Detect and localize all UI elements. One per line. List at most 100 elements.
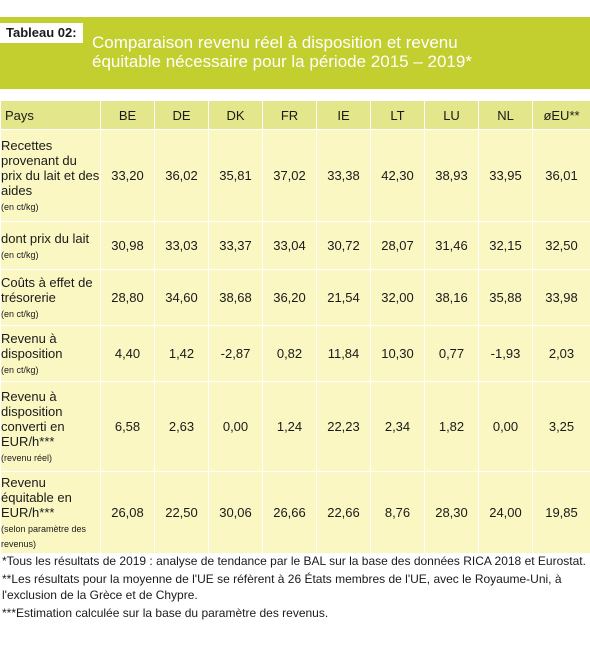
table-row: dont prix du lait (en ct/kg) 30,98 33,03…	[0, 221, 590, 270]
cell-value: 30,98	[100, 221, 155, 270]
row-label: Recettes provenant du prix du lait et de…	[0, 129, 101, 222]
row-unit: (en ct/kg)	[1, 249, 39, 260]
cell-value: 0,00	[208, 381, 263, 472]
header-ie: IE	[316, 100, 371, 130]
cell-value: 2,63	[154, 381, 209, 472]
cell-value: 32,15	[478, 221, 533, 270]
cell-value: 36,20	[262, 269, 317, 326]
row-unit: (en ct/kg)	[1, 365, 39, 375]
header-dk: DK	[208, 100, 263, 130]
cell-value: 37,02	[262, 129, 317, 222]
cell-value: 26,08	[100, 471, 155, 554]
cell-value: 4,40	[100, 325, 155, 382]
cell-value: 0,00	[478, 381, 533, 472]
row-unit: (en ct/kg)	[1, 202, 39, 212]
header-lt: LT	[370, 100, 425, 130]
cell-value: 33,37	[208, 221, 263, 270]
cell-value: 30,06	[208, 471, 263, 554]
cell-value: 28,07	[370, 221, 425, 270]
table-row: Revenu à disposition converti en EUR/h**…	[0, 381, 590, 472]
cell-value: 35,88	[478, 269, 533, 326]
cell-value: 28,80	[100, 269, 155, 326]
cell-value: 32,00	[370, 269, 425, 326]
cell-value: 36,02	[154, 129, 209, 222]
cell-value: 2,34	[370, 381, 425, 472]
table-row: Coûts à effet de trésorerie (en ct/kg) 28…	[0, 269, 590, 326]
cell-value: 34,60	[154, 269, 209, 326]
row-label: Coûts à effet de trésorerie (en ct/kg)	[0, 269, 101, 326]
cell-value: 33,20	[100, 129, 155, 222]
row-label-text: dont prix du lait	[1, 230, 90, 246]
cell-value: 22,66	[316, 471, 371, 554]
row-unit: (selon paramètre des revenus)	[1, 524, 87, 549]
cell-value: 33,95	[478, 129, 533, 222]
cell-value: 10,30	[370, 325, 425, 382]
cell-value: 28,30	[424, 471, 479, 554]
table-title: Comparaison revenu réel à disposition et…	[92, 33, 582, 71]
comparison-table: Pays BE DE DK FR IE LT LU NL øEU** Recet…	[0, 100, 590, 554]
table-number-label: Tableau 02:	[0, 23, 83, 43]
row-label-text: Revenu à disposition converti en EUR/h**…	[1, 389, 65, 449]
cell-value: 32,50	[532, 221, 590, 270]
row-label: Revenu à disposition converti en EUR/h**…	[0, 381, 101, 472]
cell-value: 22,50	[154, 471, 209, 554]
cell-value: 38,93	[424, 129, 479, 222]
header-pays: Pays	[0, 100, 101, 130]
header-row: Pays BE DE DK FR IE LT LU NL øEU**	[0, 100, 590, 130]
row-label-text: Revenu équitable en EUR/h***	[1, 475, 72, 520]
row-label-text: Coûts à effet de trésorerie	[1, 275, 93, 305]
cell-value: -1,93	[478, 325, 533, 382]
cell-value: 33,04	[262, 221, 317, 270]
cell-value: 1,82	[424, 381, 479, 472]
row-label: Revenu équitable en EUR/h*** (selon param…	[0, 471, 101, 554]
cell-value: 30,72	[316, 221, 371, 270]
header-nl: NL	[478, 100, 533, 130]
cell-value: 22,23	[316, 381, 371, 472]
cell-value: 42,30	[370, 129, 425, 222]
row-label: Revenu à disposition (en ct/kg)	[0, 325, 101, 382]
cell-value: -2,87	[208, 325, 263, 382]
cell-value: 11,84	[316, 325, 371, 382]
cell-value: 26,66	[262, 471, 317, 554]
footnotes: *Tous les résultats de 2019 : analyse de…	[2, 553, 588, 623]
table-row: Revenu à disposition (en ct/kg) 4,40 1,42…	[0, 325, 590, 382]
cell-value: 38,68	[208, 269, 263, 326]
title-line-2: équitable nécessaire pour la période 201…	[92, 52, 472, 71]
cell-value: 33,38	[316, 129, 371, 222]
cell-value: 38,16	[424, 269, 479, 326]
cell-value: 21,54	[316, 269, 371, 326]
row-label-text: Recettes provenant du prix du lait et de…	[1, 138, 100, 198]
cell-value: 24,00	[478, 471, 533, 554]
footnote: *Tous les résultats de 2019 : analyse de…	[2, 554, 586, 568]
row-label: dont prix du lait (en ct/kg)	[0, 221, 101, 270]
header-lu: LU	[424, 100, 479, 130]
cell-value: 19,85	[532, 471, 590, 554]
cell-value: 33,03	[154, 221, 209, 270]
cell-value: 36,01	[532, 129, 590, 222]
cell-value: 31,46	[424, 221, 479, 270]
title-band	[0, 17, 590, 89]
header-eu: øEU**	[532, 100, 590, 130]
cell-value: 3,25	[532, 381, 590, 472]
cell-value: 1,42	[154, 325, 209, 382]
header-de: DE	[154, 100, 209, 130]
footnote: **Les résultats pour la moyenne de l'UE …	[2, 572, 562, 602]
cell-value: 8,76	[370, 471, 425, 554]
cell-value: 2,03	[532, 325, 590, 382]
header-be: BE	[100, 100, 155, 130]
title-line-1: Comparaison revenu réel à disposition et…	[92, 33, 458, 52]
table-row: Recettes provenant du prix du lait et de…	[0, 129, 590, 222]
cell-value: 0,82	[262, 325, 317, 382]
cell-value: 6,58	[100, 381, 155, 472]
footnote: ***Estimation calculée sur la base du pa…	[2, 606, 329, 620]
table-row: Revenu équitable en EUR/h*** (selon param…	[0, 471, 590, 554]
cell-value: 33,98	[532, 269, 590, 326]
header-fr: FR	[262, 100, 317, 130]
row-label-text: Revenu à disposition	[1, 331, 63, 361]
cell-value: 1,24	[262, 381, 317, 472]
row-unit: (en ct/kg)	[1, 309, 39, 319]
row-unit: (revenu réel)	[1, 453, 53, 463]
cell-value: 35,81	[208, 129, 263, 222]
cell-value: 0,77	[424, 325, 479, 382]
